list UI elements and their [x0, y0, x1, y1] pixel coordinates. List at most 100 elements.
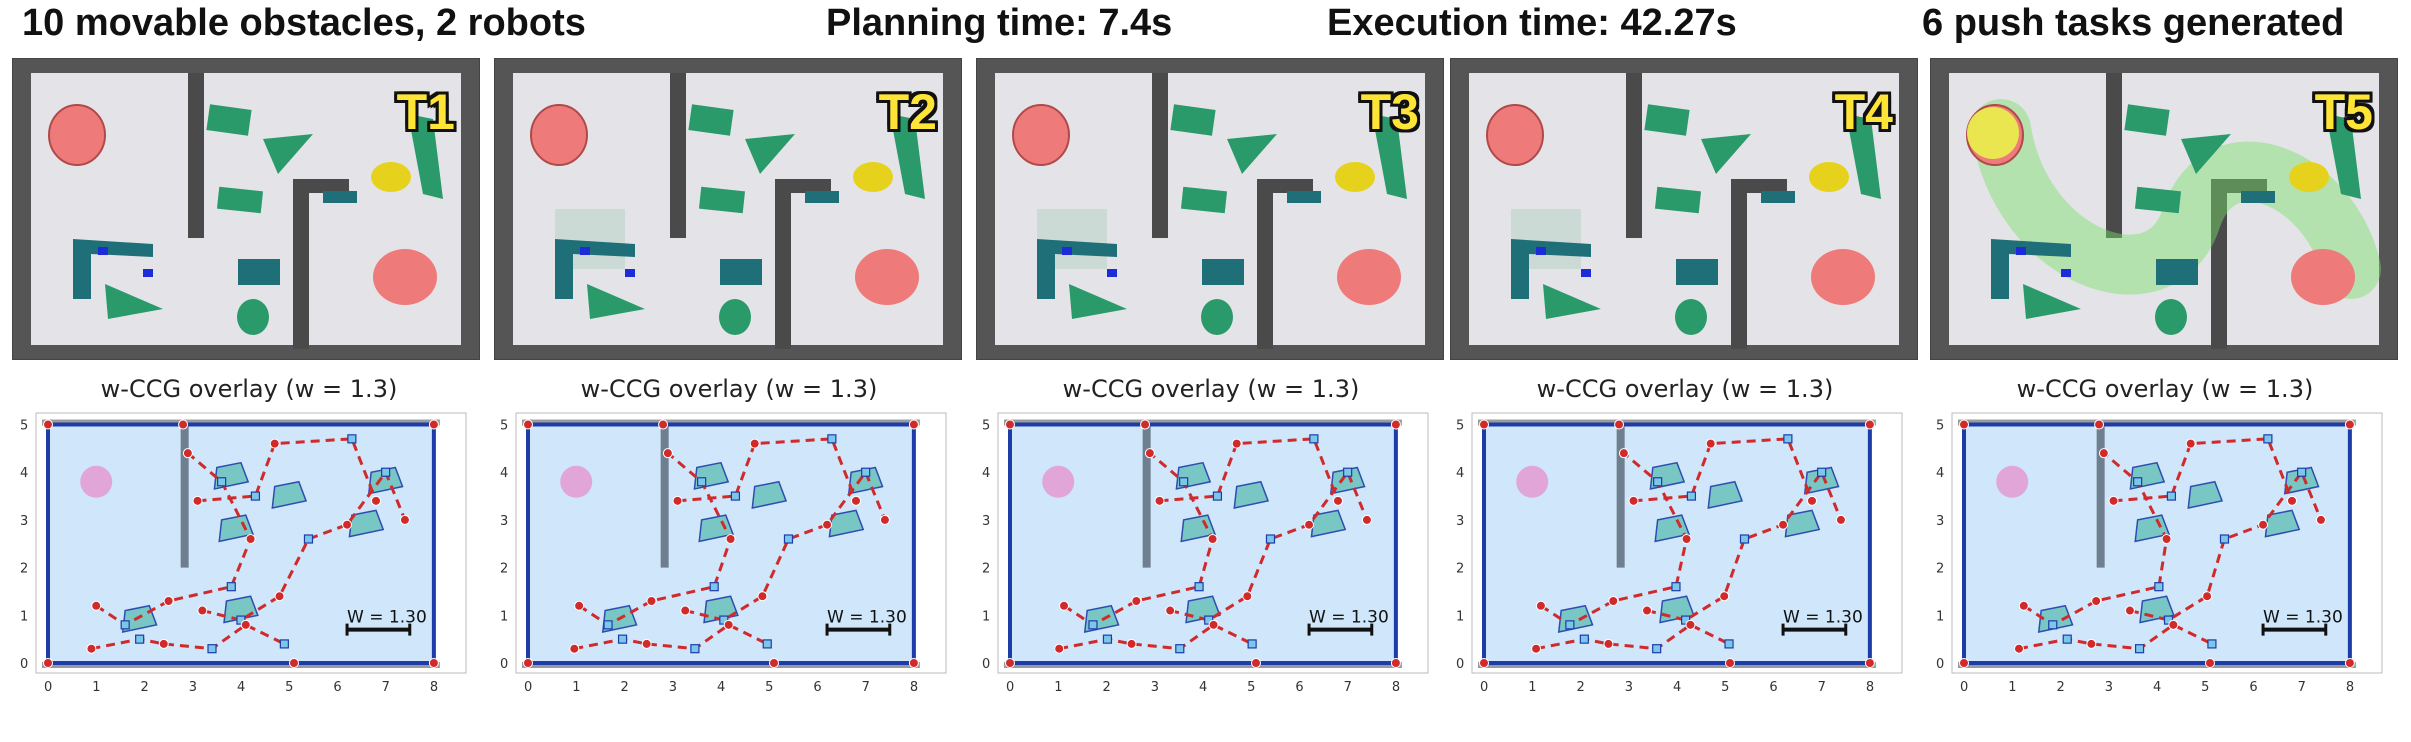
graph-node [730, 491, 741, 501]
graph-node [523, 419, 533, 430]
graph-node [1175, 644, 1185, 654]
robot [1062, 247, 1072, 255]
graph-node [91, 600, 102, 611]
obstacle-footprint [1654, 514, 1691, 543]
graph-node [690, 644, 700, 654]
teal-l-obstacle [1991, 239, 2071, 299]
obstacle-footprint [698, 514, 735, 543]
scale-label: W = 1.30 [2263, 607, 2343, 627]
graph-node [822, 519, 833, 530]
green-triangle [2023, 284, 2081, 319]
task-label: T5 [2314, 84, 2373, 140]
y-tick-label: 1 [20, 609, 28, 624]
wccg-plot-t4: w-CCG overlay (w = 1.3) W = 1.30 0 1 2 3 4 5 6 7 8… [1450, 375, 1920, 717]
teal-l-obstacle [1511, 239, 1591, 299]
green-block [688, 104, 734, 136]
graph-node [1102, 634, 1113, 644]
graph-node [2287, 495, 2297, 506]
graph-edge [574, 623, 768, 651]
graph-node [1739, 534, 1750, 544]
wccg-plot-t1: w-CCG overlay (w = 1.3) W = 1.30 0 1 2 3 4 5 6 7 8… [14, 375, 484, 717]
y-tick-label: 4 [1936, 466, 1944, 481]
graph-node [1618, 448, 1629, 459]
green-wedge [1372, 114, 1407, 199]
graph-node [1333, 495, 1343, 506]
interior-wall [1152, 73, 1168, 238]
y-tick-label: 0 [1936, 657, 1944, 672]
graph-node [2202, 591, 2213, 602]
teal-l-piece [2241, 191, 2275, 203]
y-tick-label: 1 [1456, 609, 1464, 624]
interior-wall [1273, 179, 1313, 193]
robot [1536, 247, 1546, 255]
task-label: T4 [1834, 84, 1893, 140]
graph-node [617, 634, 628, 644]
scale-label: W = 1.30 [347, 607, 427, 627]
graph-node [658, 419, 669, 430]
teal-l-obstacle [555, 239, 635, 299]
obstacle-footprint [1707, 480, 1744, 509]
graph-node [399, 514, 410, 525]
graph-node [861, 467, 871, 477]
x-tick-label: 6 [813, 680, 821, 695]
scale-label: W = 1.30 [1309, 607, 1389, 627]
goal-region [1042, 465, 1075, 498]
yellow-cylinder [1809, 162, 1849, 192]
execution-time: Execution time: 42.27s [1327, 2, 1737, 44]
graph-node [2133, 477, 2143, 487]
interior-wall [2096, 424, 2105, 568]
yellow-goal-marker [1967, 107, 2019, 159]
red-goal-disk [373, 249, 437, 305]
green-block [1654, 186, 1702, 214]
x-tick-label: 5 [1247, 680, 1255, 695]
graph-node [1208, 619, 1219, 630]
graph-node [1144, 448, 1155, 459]
x-tick-label: 7 [1818, 680, 1826, 695]
graph-node [2086, 638, 2097, 649]
green-triangle [745, 134, 795, 174]
x-tick-label: 8 [430, 680, 438, 695]
graph-node [1059, 600, 1070, 611]
interior-wall [2106, 73, 2122, 238]
graph-node [1685, 619, 1696, 630]
graph-node [2315, 514, 2326, 525]
graph-node [1361, 514, 1372, 525]
green-block [216, 186, 264, 214]
interior-wall [1616, 424, 1625, 568]
graph-node [1653, 477, 1663, 487]
task-label: T2 [878, 84, 937, 140]
graph-node [1212, 491, 1223, 501]
graph-node [749, 438, 760, 449]
x-tick-label: 5 [285, 680, 293, 695]
graph-node [240, 619, 251, 630]
graph-node [1054, 643, 1065, 654]
teal-cylinder [237, 299, 269, 335]
graph-node [827, 434, 837, 444]
y-tick-label: 2 [20, 562, 28, 577]
x-tick-label: 1 [2008, 680, 2016, 695]
teal-cylinder [2155, 299, 2187, 335]
graph-node [1686, 491, 1697, 501]
robot [625, 269, 635, 277]
wccg-plot-t2: w-CCG overlay (w = 1.3) W = 1.30 0 1 2 3 4 5 6 7 8… [494, 375, 964, 717]
x-tick-label: 6 [1769, 680, 1777, 695]
green-block [2124, 104, 2170, 136]
x-tick-label: 0 [1006, 680, 1014, 695]
y-tick-label: 3 [982, 514, 990, 529]
simulation-panel-t2: T2 [494, 58, 962, 360]
graph-node [2166, 491, 2177, 501]
obstacle-footprint [2187, 480, 2224, 509]
red-cylinder-obstacle [48, 104, 106, 166]
outer-wall [522, 419, 920, 426]
x-tick-label: 8 [1866, 680, 1874, 695]
x-tick-label: 3 [2105, 680, 2113, 695]
graph-node [2134, 644, 2145, 654]
graph-node [1959, 419, 1969, 430]
x-tick-label: 4 [1673, 680, 1681, 695]
graph-node [2091, 596, 2102, 606]
graph-node [1242, 591, 1253, 602]
x-tick-label: 6 [1295, 680, 1303, 695]
graph-node [2344, 658, 2355, 668]
graph-node [2048, 620, 2058, 630]
red-cylinder-obstacle [1486, 104, 1544, 166]
